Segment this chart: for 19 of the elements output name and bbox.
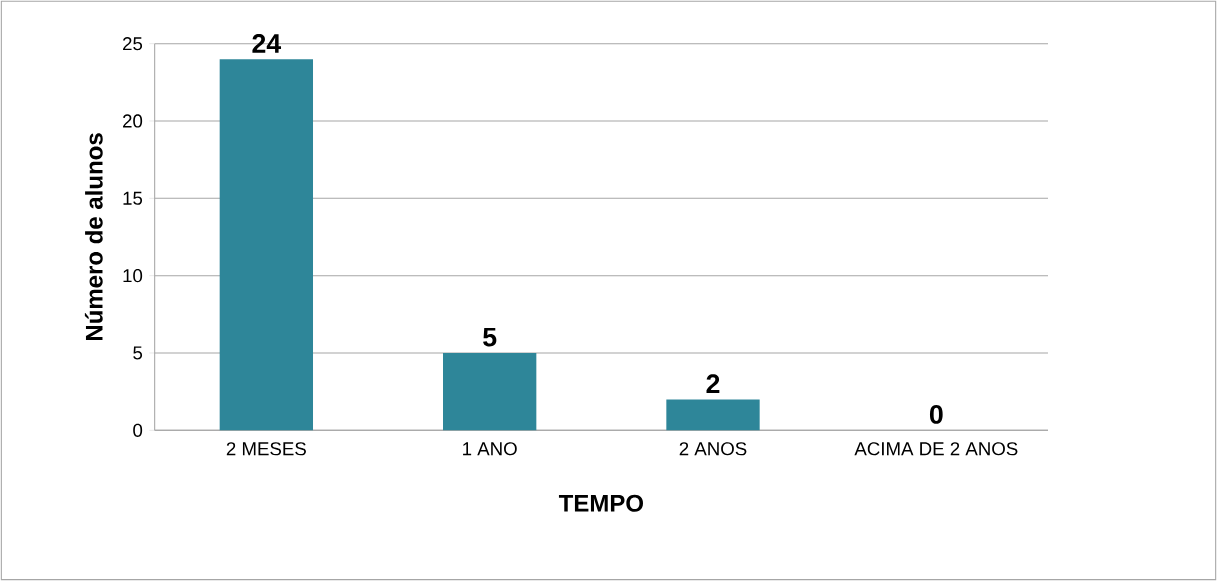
x-tick-label: ACIMA DE 2 ANOS (854, 442, 1018, 456)
bar (219, 59, 314, 431)
data-label: 2 (706, 374, 720, 393)
data-label: 24 (252, 34, 282, 53)
x-tick-label: 2 MESES (226, 442, 306, 456)
bar (443, 352, 537, 431)
x-tick-label: 2 ANOS (679, 442, 747, 456)
y-tick-label: 5 (133, 346, 143, 360)
y-tick-label: 0 (133, 423, 143, 437)
bar (666, 399, 760, 431)
data-label: 0 (929, 404, 943, 424)
data-label: 5 (483, 327, 497, 347)
x-axis-title: TEMPO (558, 494, 644, 512)
x-tick-label: 1 ANO (463, 442, 517, 456)
y-tick-label: 15 (123, 191, 143, 205)
y-axis-title: Número de alunos (84, 133, 103, 341)
y-tick-label: 25 (123, 37, 143, 51)
y-tick-label: 20 (123, 114, 143, 128)
y-tick-label: 10 (123, 269, 143, 283)
